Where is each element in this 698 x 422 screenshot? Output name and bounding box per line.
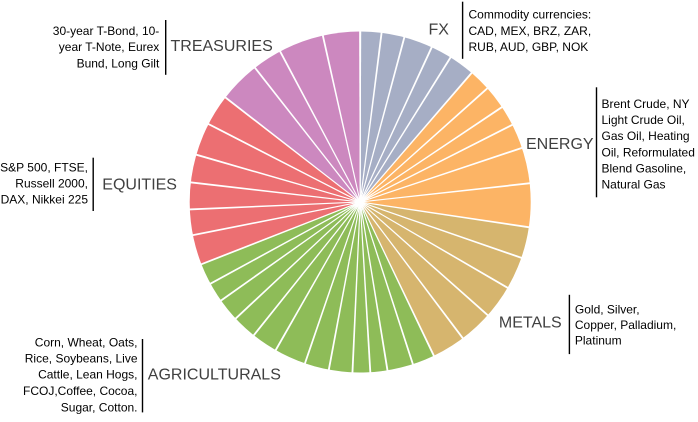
svg-text:Light Crude Oil,: Light Crude Oil, xyxy=(602,113,685,127)
svg-text:FCOJ,Coffee, Cocoa,: FCOJ,Coffee, Cocoa, xyxy=(23,384,138,398)
svg-text:Brent Crude, NY: Brent Crude, NY xyxy=(602,97,690,111)
svg-text:S&P 500, FTSE,: S&P 500, FTSE, xyxy=(0,161,88,175)
svg-text:Gas Oil, Heating: Gas Oil, Heating xyxy=(602,129,690,143)
svg-text:Sugar, Cotton.: Sugar, Cotton. xyxy=(61,400,138,414)
svg-text:Corn, Wheat, Oats,: Corn, Wheat, Oats, xyxy=(35,335,138,349)
svg-text:EQUITIES: EQUITIES xyxy=(102,177,177,194)
svg-text:TREASURIES: TREASURIES xyxy=(171,38,273,55)
svg-text:AGRICULTURALS: AGRICULTURALS xyxy=(148,366,281,383)
svg-text:RUB, AUD, GBP, NOK: RUB, AUD, GBP, NOK xyxy=(469,40,589,54)
svg-text:Platinum: Platinum xyxy=(575,334,622,348)
svg-text:Gold, Silver,: Gold, Silver, xyxy=(575,302,640,316)
svg-text:Rice, Soybeans, Live: Rice, Soybeans, Live xyxy=(25,351,138,365)
svg-text:Natural Gas: Natural Gas xyxy=(602,178,666,192)
svg-text:FX: FX xyxy=(429,22,450,39)
svg-text:Bund, Long Gilt: Bund, Long Gilt xyxy=(77,57,160,71)
svg-text:Cattle, Lean Hogs,: Cattle, Lean Hogs, xyxy=(38,367,137,381)
svg-text:Oil, Reformulated: Oil, Reformulated xyxy=(602,145,695,159)
svg-text:DAX, Nikkei 225: DAX, Nikkei 225 xyxy=(1,192,89,206)
svg-text:30-year T-Bond, 10-: 30-year T-Bond, 10- xyxy=(53,24,160,38)
svg-text:CAD, MEX, BRZ, ZAR,: CAD, MEX, BRZ, ZAR, xyxy=(469,24,592,38)
svg-text:year T-Note, Eurex: year T-Note, Eurex xyxy=(59,40,160,54)
svg-text:Commodity currencies:: Commodity currencies: xyxy=(469,8,592,22)
svg-text:Blend Gasoline,: Blend Gasoline, xyxy=(602,162,687,176)
svg-text:ENERGY: ENERGY xyxy=(526,136,594,153)
svg-text:Russell 2000,: Russell 2000, xyxy=(15,177,88,191)
svg-text:METALS: METALS xyxy=(499,315,562,332)
svg-text:Copper, Palladium,: Copper, Palladium, xyxy=(575,318,676,332)
